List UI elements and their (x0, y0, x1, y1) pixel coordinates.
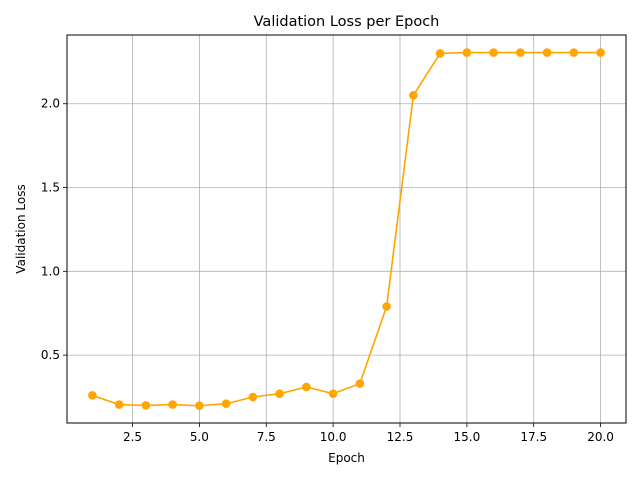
data-point (382, 302, 391, 311)
x-tick-label: 12.5 (387, 430, 414, 444)
y-tick-label: 1.0 (41, 264, 60, 278)
x-tick-label: 20.0 (587, 430, 614, 444)
x-tick-label: 2.5 (123, 430, 142, 444)
y-axis-label: Validation Loss (14, 184, 28, 273)
axis-ticks: 2.5 5.0 7.5 10.0 12.5 15.0 17.5 20.0 0.5 1.0 1.5 2.… (41, 97, 614, 444)
data-point (355, 379, 365, 388)
data-points (88, 48, 605, 411)
data-point (435, 49, 445, 58)
y-tick-label: 0.5 (41, 348, 60, 362)
x-tick-label: 17.5 (520, 430, 547, 444)
data-point (141, 401, 151, 410)
x-tick-label: 5.0 (190, 430, 209, 444)
series-line (92, 51, 601, 407)
data-point (248, 392, 258, 402)
data-point (569, 48, 579, 57)
x-axis-label: Epoch (328, 451, 365, 465)
y-tick-label: 2.0 (41, 97, 60, 111)
data-point (275, 389, 284, 398)
x-tick-label: 15.0 (453, 430, 480, 444)
data-point (596, 48, 605, 57)
chart-title: Validation Loss per Epoch (254, 14, 440, 30)
series-line-layer (92, 51, 601, 407)
x-tick-label: 10.0 (320, 430, 347, 444)
data-point (542, 48, 552, 57)
data-point (328, 389, 338, 398)
data-point (168, 400, 177, 409)
x-tick-label: 7.5 (257, 430, 276, 444)
data-point (221, 399, 231, 409)
data-point (516, 48, 525, 57)
y-tick-label: 1.5 (41, 181, 60, 195)
data-point (302, 382, 311, 392)
data-point (88, 391, 97, 400)
plot-frame (66, 34, 627, 424)
data-point (114, 400, 124, 409)
data-point (462, 48, 472, 57)
data-point (489, 48, 498, 57)
grid-lines (67, 35, 626, 423)
data-point (409, 91, 418, 100)
data-point (195, 401, 204, 411)
